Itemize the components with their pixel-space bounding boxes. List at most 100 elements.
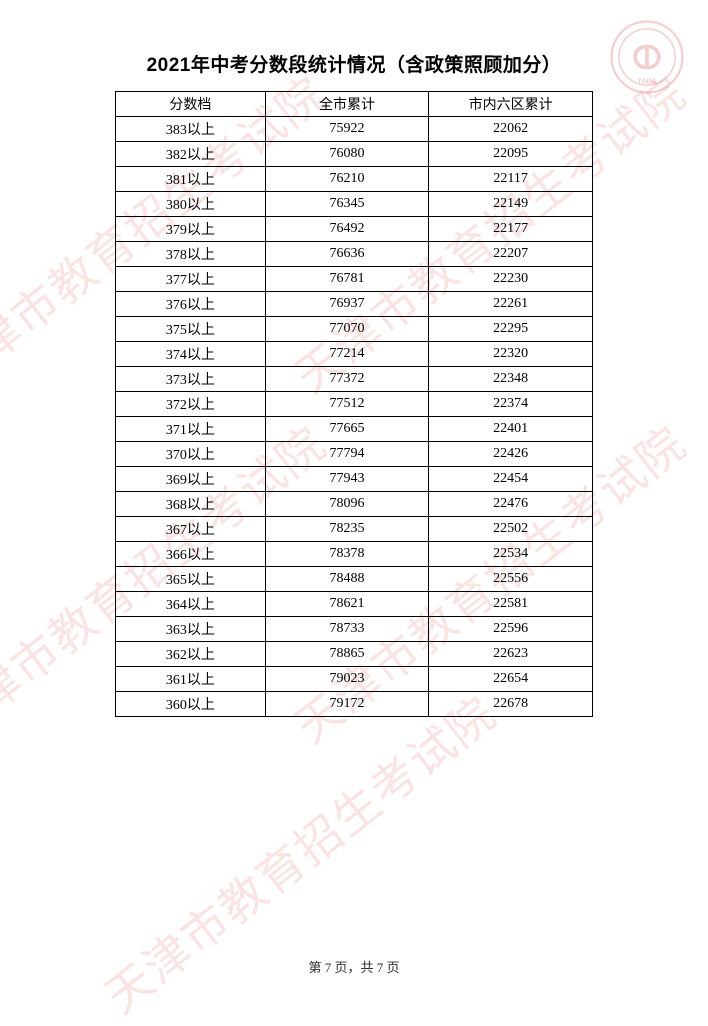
cell-six: 22320 xyxy=(429,342,593,367)
table-row: 370以上7779422426 xyxy=(116,442,593,467)
cell-six: 22596 xyxy=(429,617,593,642)
table-header-row: 分数档 全市累计 市内六区累计 xyxy=(116,92,593,117)
cell-six: 22374 xyxy=(429,392,593,417)
cell-city: 78378 xyxy=(265,542,429,567)
cell-score: 374以上 xyxy=(116,342,266,367)
cell-city: 77372 xyxy=(265,367,429,392)
table-row: 383以上7592222062 xyxy=(116,117,593,142)
cell-score: 373以上 xyxy=(116,367,266,392)
table-row: 371以上7766522401 xyxy=(116,417,593,442)
table-row: 375以上7707022295 xyxy=(116,317,593,342)
page-footer: 第 7 页，共 7 页 xyxy=(0,957,708,976)
cell-city: 78096 xyxy=(265,492,429,517)
cell-city: 76492 xyxy=(265,217,429,242)
table-row: 373以上7737222348 xyxy=(116,367,593,392)
cell-city: 77070 xyxy=(265,317,429,342)
score-table: 分数档 全市累计 市内六区累计 383以上7592222062382以上7608… xyxy=(115,91,593,717)
cell-score: 381以上 xyxy=(116,167,266,192)
table-row: 365以上7848822556 xyxy=(116,567,593,592)
cell-score: 383以上 xyxy=(116,117,266,142)
cell-six: 22654 xyxy=(429,667,593,692)
cell-score: 364以上 xyxy=(116,592,266,617)
cell-city: 77512 xyxy=(265,392,429,417)
table-row: 372以上7751222374 xyxy=(116,392,593,417)
page-title: 2021年中考分数段统计情况（含政策照顾加分） xyxy=(90,50,618,77)
cell-city: 76080 xyxy=(265,142,429,167)
cell-six: 22295 xyxy=(429,317,593,342)
cell-six: 22678 xyxy=(429,692,593,717)
cell-six: 22177 xyxy=(429,217,593,242)
table-row: 362以上7886522623 xyxy=(116,642,593,667)
col-header-six: 市内六区累计 xyxy=(429,92,593,117)
table-row: 382以上7608022095 xyxy=(116,142,593,167)
institution-stamp: TAEA xyxy=(610,20,684,94)
cell-score: 365以上 xyxy=(116,567,266,592)
table-row: 378以上7663622207 xyxy=(116,242,593,267)
cell-six: 22454 xyxy=(429,467,593,492)
cell-six: 22502 xyxy=(429,517,593,542)
cell-six: 22348 xyxy=(429,367,593,392)
cell-score: 366以上 xyxy=(116,542,266,567)
cell-city: 75922 xyxy=(265,117,429,142)
table-row: 364以上7862122581 xyxy=(116,592,593,617)
cell-score: 382以上 xyxy=(116,142,266,167)
cell-six: 22207 xyxy=(429,242,593,267)
table-row: 363以上7873322596 xyxy=(116,617,593,642)
cell-score: 367以上 xyxy=(116,517,266,542)
cell-score: 363以上 xyxy=(116,617,266,642)
table-row: 366以上7837822534 xyxy=(116,542,593,567)
cell-six: 22149 xyxy=(429,192,593,217)
cell-city: 78621 xyxy=(265,592,429,617)
document-page: 2021年中考分数段统计情况（含政策照顾加分） 分数档 全市累计 市内六区累计 … xyxy=(0,0,708,717)
cell-six: 22476 xyxy=(429,492,593,517)
table-row: 380以上7634522149 xyxy=(116,192,593,217)
stamp-code: TAEA xyxy=(637,77,657,86)
table-row: 361以上7902322654 xyxy=(116,667,593,692)
table-row: 360以上7917222678 xyxy=(116,692,593,717)
cell-city: 79172 xyxy=(265,692,429,717)
cell-score: 369以上 xyxy=(116,467,266,492)
table-row: 377以上7678122230 xyxy=(116,267,593,292)
cell-city: 79023 xyxy=(265,667,429,692)
col-header-score: 分数档 xyxy=(116,92,266,117)
cell-city: 78235 xyxy=(265,517,429,542)
table-row: 379以上7649222177 xyxy=(116,217,593,242)
cell-six: 22556 xyxy=(429,567,593,592)
cell-city: 76345 xyxy=(265,192,429,217)
cell-city: 77943 xyxy=(265,467,429,492)
table-row: 368以上7809622476 xyxy=(116,492,593,517)
cell-six: 22623 xyxy=(429,642,593,667)
cell-six: 22095 xyxy=(429,142,593,167)
cell-score: 361以上 xyxy=(116,667,266,692)
cell-score: 360以上 xyxy=(116,692,266,717)
table-row: 369以上7794322454 xyxy=(116,467,593,492)
cell-score: 379以上 xyxy=(116,217,266,242)
table-row: 376以上7693722261 xyxy=(116,292,593,317)
cell-six: 22401 xyxy=(429,417,593,442)
cell-six: 22230 xyxy=(429,267,593,292)
table-row: 367以上7823522502 xyxy=(116,517,593,542)
cell-city: 77794 xyxy=(265,442,429,467)
cell-city: 76210 xyxy=(265,167,429,192)
cell-city: 78488 xyxy=(265,567,429,592)
cell-score: 368以上 xyxy=(116,492,266,517)
cell-score: 372以上 xyxy=(116,392,266,417)
cell-city: 78865 xyxy=(265,642,429,667)
cell-six: 22426 xyxy=(429,442,593,467)
table-row: 381以上7621022117 xyxy=(116,167,593,192)
cell-six: 22534 xyxy=(429,542,593,567)
cell-score: 377以上 xyxy=(116,267,266,292)
cell-score: 375以上 xyxy=(116,317,266,342)
cell-city: 77665 xyxy=(265,417,429,442)
cell-city: 76937 xyxy=(265,292,429,317)
cell-six: 22117 xyxy=(429,167,593,192)
cell-city: 76781 xyxy=(265,267,429,292)
cell-score: 371以上 xyxy=(116,417,266,442)
cell-score: 376以上 xyxy=(116,292,266,317)
cell-score: 378以上 xyxy=(116,242,266,267)
cell-six: 22261 xyxy=(429,292,593,317)
cell-score: 380以上 xyxy=(116,192,266,217)
cell-score: 362以上 xyxy=(116,642,266,667)
col-header-city: 全市累计 xyxy=(265,92,429,117)
cell-city: 76636 xyxy=(265,242,429,267)
